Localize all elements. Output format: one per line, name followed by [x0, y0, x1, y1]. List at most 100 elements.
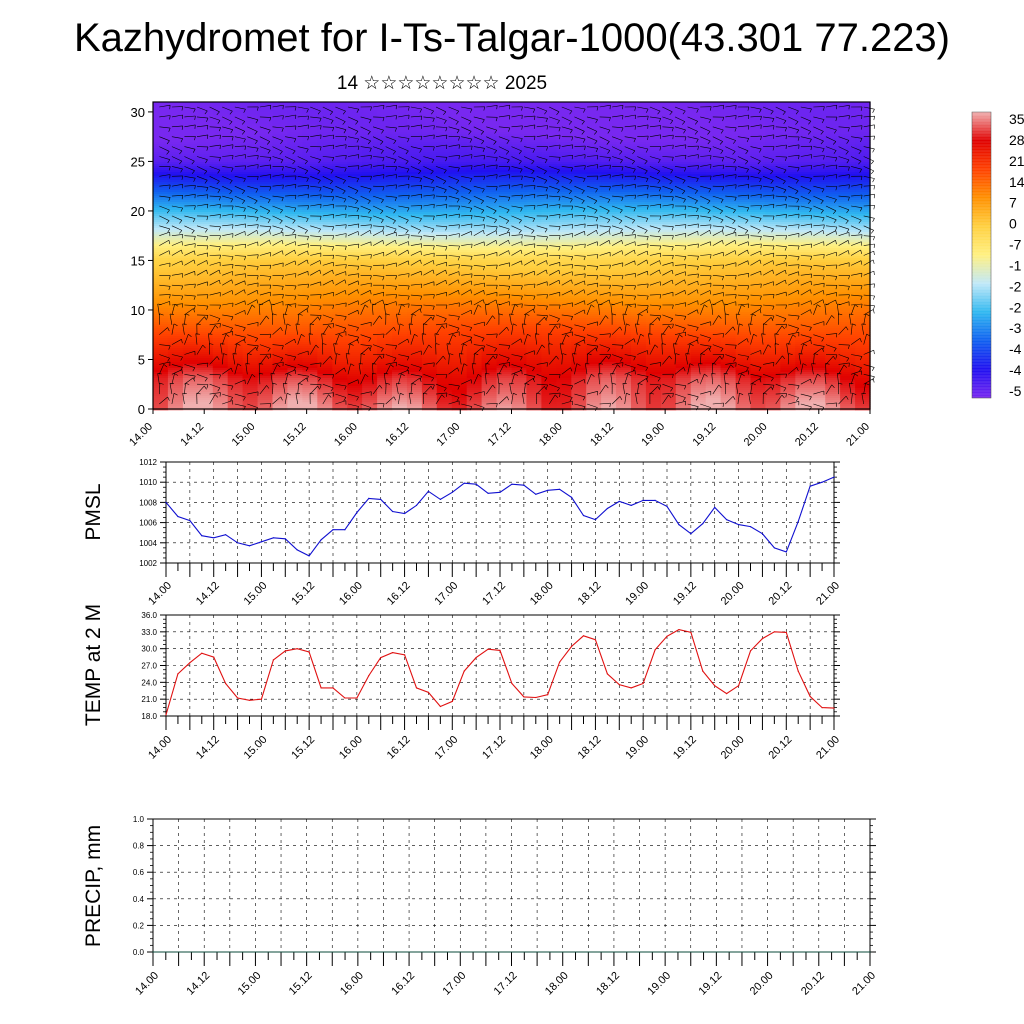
heatmap-cell [272, 106, 288, 109]
heatmap-cell [541, 226, 557, 229]
heatmap-cell [556, 248, 572, 251]
heatmap-cell [362, 124, 378, 127]
heatmap-cell [496, 292, 513, 295]
heatmap-cell [586, 196, 602, 199]
heatmap-cell [645, 210, 662, 213]
heatmap-cell [690, 150, 707, 153]
heatmap-cell [840, 218, 856, 221]
heatmap-cell [332, 192, 348, 195]
heatmap-cell [257, 188, 274, 191]
heatmap-cell [780, 204, 796, 207]
heatmap-cell [317, 240, 333, 243]
heatmap-cell [481, 278, 498, 281]
heatmap-cell [840, 148, 856, 151]
heatmap-cell [720, 132, 737, 135]
heatmap-cell [541, 304, 557, 307]
heatmap-cell [496, 106, 513, 109]
heatmap-cell [451, 162, 468, 165]
heatmap-cell [660, 140, 677, 143]
heatmap-cell [855, 116, 871, 119]
heatmap-cell [556, 142, 572, 145]
heatmap-cell [197, 262, 214, 265]
heatmap-cell [855, 134, 871, 137]
heatmap-cell [466, 268, 483, 271]
heatmap-cell [182, 148, 199, 151]
heatmap-cell [690, 130, 707, 133]
heatmap-cell [362, 268, 378, 271]
heatmap-cell [810, 148, 826, 151]
heatmap-cell [153, 256, 169, 259]
heatmap-cell [840, 294, 856, 297]
heatmap-cell [765, 172, 781, 175]
heatmap-cell [362, 206, 378, 209]
heatmap-cell [197, 148, 214, 151]
heatmap-cell [735, 292, 752, 295]
heatmap-cell [197, 144, 214, 147]
heatmap-cell [810, 104, 826, 107]
heatmap-cell [377, 216, 393, 219]
heatmap-cell [347, 256, 363, 259]
heatmap-cell [690, 114, 707, 117]
heatmap-cell [690, 286, 707, 289]
heatmap-cell [750, 176, 766, 179]
heatmap-cell [481, 190, 498, 193]
heatmap-cell [720, 230, 737, 233]
heatmap-cell [392, 152, 408, 155]
heatmap-cell [421, 268, 438, 271]
heatmap-cell [466, 294, 483, 297]
heatmap-cell [616, 300, 632, 303]
heatmap-cell [153, 188, 169, 191]
heatmap-cell [855, 228, 871, 231]
heatmap-cell [541, 230, 557, 233]
heatmap-cell [212, 190, 229, 193]
heatmap-cell [392, 252, 408, 255]
heatmap-cell [810, 166, 826, 169]
heatmap-cell [720, 168, 737, 171]
heatmap-cell [526, 198, 542, 201]
heatmap-cell [705, 268, 722, 271]
heatmap-cell [735, 110, 752, 113]
heatmap-cell [451, 178, 468, 181]
heatmap-cell [392, 196, 408, 199]
heatmap-cell [347, 212, 363, 215]
heatmap-cell [182, 248, 199, 251]
heatmap-cell [765, 142, 781, 145]
heatmap-cell [287, 188, 303, 191]
heatmap-cell [735, 164, 752, 167]
heatmap-cell [765, 290, 781, 293]
heatmap-cell [810, 222, 826, 225]
heatmap-cell [586, 120, 602, 123]
heatmap-cell [720, 124, 737, 127]
heatmap-cell [675, 270, 692, 273]
heatmap-cell [272, 228, 288, 231]
heatmap-cell [332, 140, 348, 143]
heatmap-cell [227, 250, 244, 253]
heatmap-cell [257, 186, 274, 189]
heatmap-cell [167, 150, 184, 153]
heatmap-cell [840, 126, 856, 129]
heatmap-cell [556, 296, 572, 299]
heatmap-cell [690, 180, 707, 183]
heatmap-cell [855, 262, 871, 265]
heatmap-cell [272, 128, 288, 131]
heatmap-cell [616, 268, 632, 271]
heatmap-cell [257, 120, 274, 123]
heatmap-cell [571, 196, 587, 199]
heatmap-cell [496, 202, 513, 205]
heatmap-cell [257, 294, 274, 297]
heatmap-cell [451, 254, 468, 257]
heatmap-cell [197, 166, 214, 169]
heatmap-cell [272, 266, 288, 269]
heatmap-cell [780, 236, 796, 239]
heatmap-cell [541, 154, 557, 157]
heatmap-cell [660, 142, 677, 145]
heatmap-cell [735, 212, 752, 215]
heatmap-cell [347, 268, 363, 271]
heatmap-cell [795, 290, 811, 293]
heatmap-cell [586, 290, 602, 293]
heatmap-cell [631, 280, 647, 283]
heatmap-cell [362, 308, 378, 311]
heatmap-cell [242, 110, 259, 113]
heatmap-cell [795, 176, 811, 179]
heatmap-cell [780, 228, 796, 231]
